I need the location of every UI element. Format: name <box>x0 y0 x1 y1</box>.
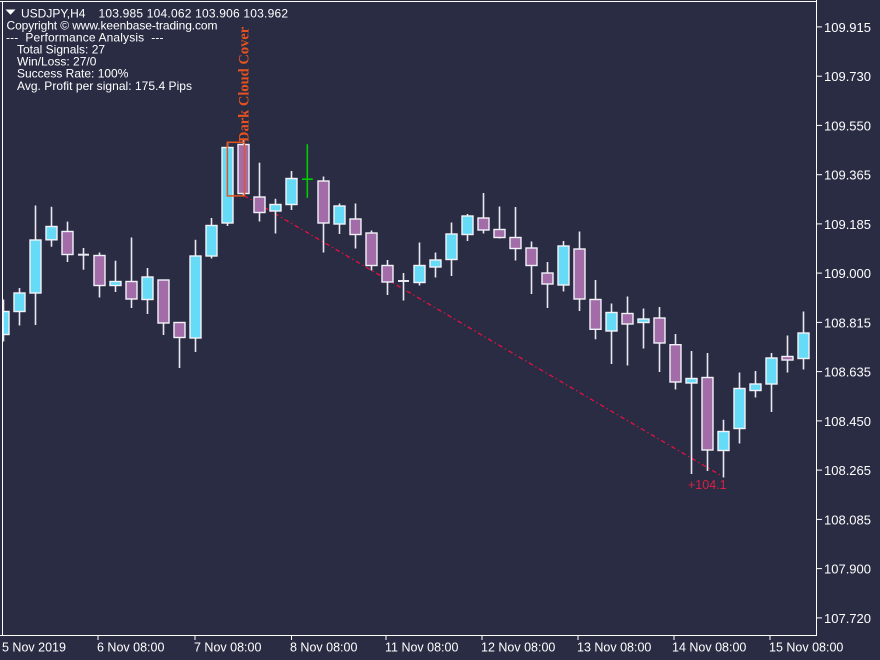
svg-text:7 Nov 08:00: 7 Nov 08:00 <box>194 641 261 655</box>
svg-text:108.635: 108.635 <box>824 365 871 380</box>
svg-text:109.550: 109.550 <box>824 118 871 133</box>
svg-text:11 Nov 08:00: 11 Nov 08:00 <box>385 641 458 655</box>
svg-text:108.815: 108.815 <box>824 315 871 330</box>
svg-text:8 Nov 08:00: 8 Nov 08:00 <box>290 641 357 655</box>
svg-text:+104.1: +104.1 <box>688 478 727 492</box>
svg-text:Avg. Profit per signal: 175.4: Avg. Profit per signal: 175.4 Pips <box>17 79 192 93</box>
svg-text:Success Rate: 100%: Success Rate: 100% <box>17 67 129 81</box>
svg-text:109.915: 109.915 <box>824 20 871 35</box>
svg-text:6 Nov 08:00: 6 Nov 08:00 <box>97 641 164 655</box>
svg-text:107.720: 107.720 <box>824 611 871 626</box>
svg-text:108.450: 108.450 <box>824 414 871 429</box>
svg-text:109.730: 109.730 <box>824 69 871 84</box>
svg-text:107.900: 107.900 <box>824 562 871 577</box>
svg-text:103.985 104.062 103.906 103.96: 103.985 104.062 103.906 103.962 <box>99 7 289 21</box>
svg-text:Total Signals: 27: Total Signals: 27 <box>17 43 105 57</box>
svg-text:109.000: 109.000 <box>824 266 871 281</box>
svg-text:--- Performance Analysis ---: --- Performance Analysis --- <box>6 31 164 45</box>
svg-text:Dark Cloud Cover: Dark Cloud Cover <box>237 26 253 142</box>
svg-text:109.365: 109.365 <box>824 168 871 183</box>
svg-text:15 Nov 08:00: 15 Nov 08:00 <box>769 641 843 655</box>
svg-text:108.085: 108.085 <box>824 512 871 527</box>
svg-text:13 Nov 08:00: 13 Nov 08:00 <box>577 641 651 655</box>
svg-text:14 Nov 08:00: 14 Nov 08:00 <box>672 641 746 655</box>
svg-text:Copyright © www.keenbase-tradi: Copyright © www.keenbase-trading.com <box>7 19 218 33</box>
svg-text:5 Nov 2019: 5 Nov 2019 <box>2 641 66 655</box>
svg-text:108.265: 108.265 <box>824 463 871 478</box>
svg-text:109.185: 109.185 <box>824 217 871 232</box>
svg-text:Win/Loss: 27/0: Win/Loss: 27/0 <box>17 55 97 69</box>
svg-text:12 Nov 08:00: 12 Nov 08:00 <box>481 641 555 655</box>
svg-text:USDJPY,H4: USDJPY,H4 <box>21 7 86 21</box>
